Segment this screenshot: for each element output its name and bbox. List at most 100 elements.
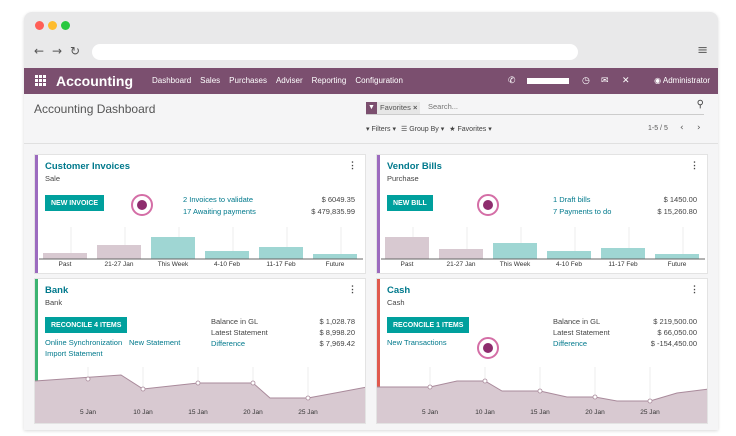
card-title[interactable]: Bank (45, 285, 69, 296)
journal-color-bar (377, 155, 380, 273)
latest-statement-amount: $ 8,998.20 (319, 328, 355, 337)
point-25-jan[interactable] (305, 395, 311, 401)
new-bill-button[interactable]: NEW BILL (387, 195, 433, 211)
point-10-jan[interactable] (140, 386, 146, 392)
menu-reporting[interactable]: Reporting (311, 76, 347, 85)
bar-future[interactable] (655, 254, 699, 259)
card-title[interactable]: Cash (387, 285, 411, 296)
maximize-window-dot[interactable] (61, 21, 70, 30)
bar-11-17-feb[interactable] (601, 248, 645, 259)
pager-next-icon[interactable]: › (697, 123, 701, 133)
apps-grid-icon[interactable] (35, 75, 46, 86)
point-5-jan[interactable] (427, 384, 433, 390)
payments-to-do-link[interactable]: 7 Payments to do (553, 207, 612, 216)
menu-adviser[interactable]: Adviser (275, 76, 303, 85)
difference-link[interactable]: Difference (553, 339, 588, 348)
tour-hotspot-icon[interactable] (477, 194, 499, 216)
difference-amount: $ -154,450.00 (650, 339, 697, 348)
balance-gl-amount: $ 1,028.78 (319, 317, 355, 326)
x-label-this-week: This Week (499, 261, 531, 268)
bar-this-week[interactable] (493, 243, 537, 259)
forward-arrow-icon[interactable]: → (52, 44, 63, 58)
favorites-dropdown[interactable]: ★ Favorites ▾ (449, 126, 492, 133)
card-options-icon[interactable]: ⋮ (348, 284, 357, 294)
x-label-20-jan: 20 Jan (243, 409, 263, 416)
x-label-5-jan: 5 Jan (422, 409, 438, 416)
url-field[interactable] (92, 44, 578, 60)
bar-past[interactable] (43, 253, 87, 259)
search-options: ▾ Filters ▾ ☰ Group By ▾ ★ Favorites ▾ (366, 125, 492, 133)
online-sync-link[interactable]: Online Synchronization (45, 338, 123, 347)
browser-address-bar: ← → ↻ ≡ (24, 40, 718, 64)
x-label-25-jan: 25 Jan (298, 409, 318, 416)
search-icon[interactable]: ⚲ (696, 99, 704, 110)
bar-21-27-jan[interactable] (439, 249, 483, 259)
browser-titlebar (24, 12, 718, 40)
bar-4-10-feb[interactable] (547, 251, 591, 259)
menu-dashboard[interactable]: Dashboard (152, 76, 192, 85)
facet-remove-icon[interactable]: × (412, 103, 418, 112)
x-label-10-jan: 10 Jan (133, 409, 153, 416)
point-25-jan[interactable] (647, 398, 653, 404)
card-options-icon[interactable]: ⋮ (690, 284, 699, 294)
new-transactions-link[interactable]: New Transactions (387, 338, 447, 347)
point-5-jan[interactable] (85, 376, 91, 382)
search-input[interactable] (428, 102, 628, 111)
card-title[interactable]: Vendor Bills (387, 161, 442, 172)
hamburger-menu-icon[interactable]: ≡ (697, 43, 708, 58)
bar-past[interactable] (385, 237, 429, 259)
reload-icon[interactable]: ↻ (70, 44, 81, 58)
point-20-jan[interactable] (592, 394, 598, 400)
reconcile-button[interactable]: RECONCILE 1 ITEMS (387, 317, 470, 333)
journal-color-bar (35, 155, 38, 273)
new-invoice-button[interactable]: NEW INVOICE (45, 195, 105, 211)
menu-sales[interactable]: Sales (200, 76, 221, 85)
search-facet[interactable]: ▼ Favorites × (366, 101, 421, 114)
card-options-icon[interactable]: ⋮ (690, 160, 699, 170)
back-arrow-icon[interactable]: ← (34, 44, 45, 58)
new-statement-link[interactable]: New Statement (129, 338, 181, 347)
menu-configuration[interactable]: Configuration (355, 76, 403, 85)
minimize-window-dot[interactable] (48, 21, 57, 30)
card-options-icon[interactable]: ⋮ (348, 160, 357, 170)
invoices-to-validate-link[interactable]: 2 Invoices to validate (183, 195, 254, 204)
point-15-jan[interactable] (537, 388, 543, 394)
import-statement-link[interactable]: Import Statement (45, 349, 103, 358)
reconcile-button[interactable]: RECONCILE 4 ITEMS (45, 317, 128, 333)
card-title[interactable]: Customer Invoices (45, 161, 130, 172)
odoo-app: Accounting Dashboard Sales Purchases Adv… (24, 68, 718, 430)
customer-invoices-card: Customer Invoices Sale ⋮ NEW INVOICE 2 I… (34, 154, 366, 274)
pager-value[interactable]: 1-5 / 5 (648, 125, 668, 132)
tour-hotspot-icon[interactable] (131, 194, 153, 216)
bar-this-week[interactable] (151, 237, 195, 259)
group-by-label: Group By (409, 126, 439, 133)
validate-amount: $ 6049.35 (321, 195, 355, 204)
app-brand[interactable]: Accounting (56, 73, 133, 89)
difference-link[interactable]: Difference (211, 339, 246, 348)
filters-dropdown[interactable]: ▾ Filters ▾ (366, 126, 396, 133)
latest-statement-label: Latest Statement (211, 328, 268, 337)
pager-prev-icon[interactable]: ‹ (680, 123, 684, 133)
point-10-jan[interactable] (482, 378, 488, 384)
user-avatar-icon: ◉ (654, 76, 662, 85)
facet-label: Favorites (380, 103, 411, 112)
bar-future[interactable] (313, 254, 357, 259)
bank-balance-chart (35, 367, 365, 423)
bar-11-17-feb[interactable] (259, 247, 303, 259)
activity-icon[interactable]: ◷ (582, 76, 590, 86)
bar-21-27-jan[interactable] (97, 245, 141, 259)
point-20-jan[interactable] (250, 380, 256, 386)
awaiting-payments-link[interactable]: 17 Awaiting payments (183, 207, 256, 216)
tour-hotspot-icon[interactable] (477, 337, 499, 359)
point-15-jan[interactable] (195, 380, 201, 386)
discuss-icon[interactable]: ✉ (601, 76, 609, 86)
bar-4-10-feb[interactable] (205, 251, 249, 259)
group-by-dropdown[interactable]: ☰ Group By ▾ (401, 126, 445, 133)
phone-icon[interactable]: ✆ (508, 76, 516, 86)
close-window-dot[interactable] (35, 21, 44, 30)
debug-icon[interactable]: ✕ (622, 76, 630, 86)
user-menu[interactable]: ◉ Administrator (654, 76, 710, 85)
filter-funnel-icon: ▼ (366, 101, 377, 114)
menu-purchases[interactable]: Purchases (229, 76, 267, 85)
draft-bills-link[interactable]: 1 Draft bills (553, 195, 591, 204)
